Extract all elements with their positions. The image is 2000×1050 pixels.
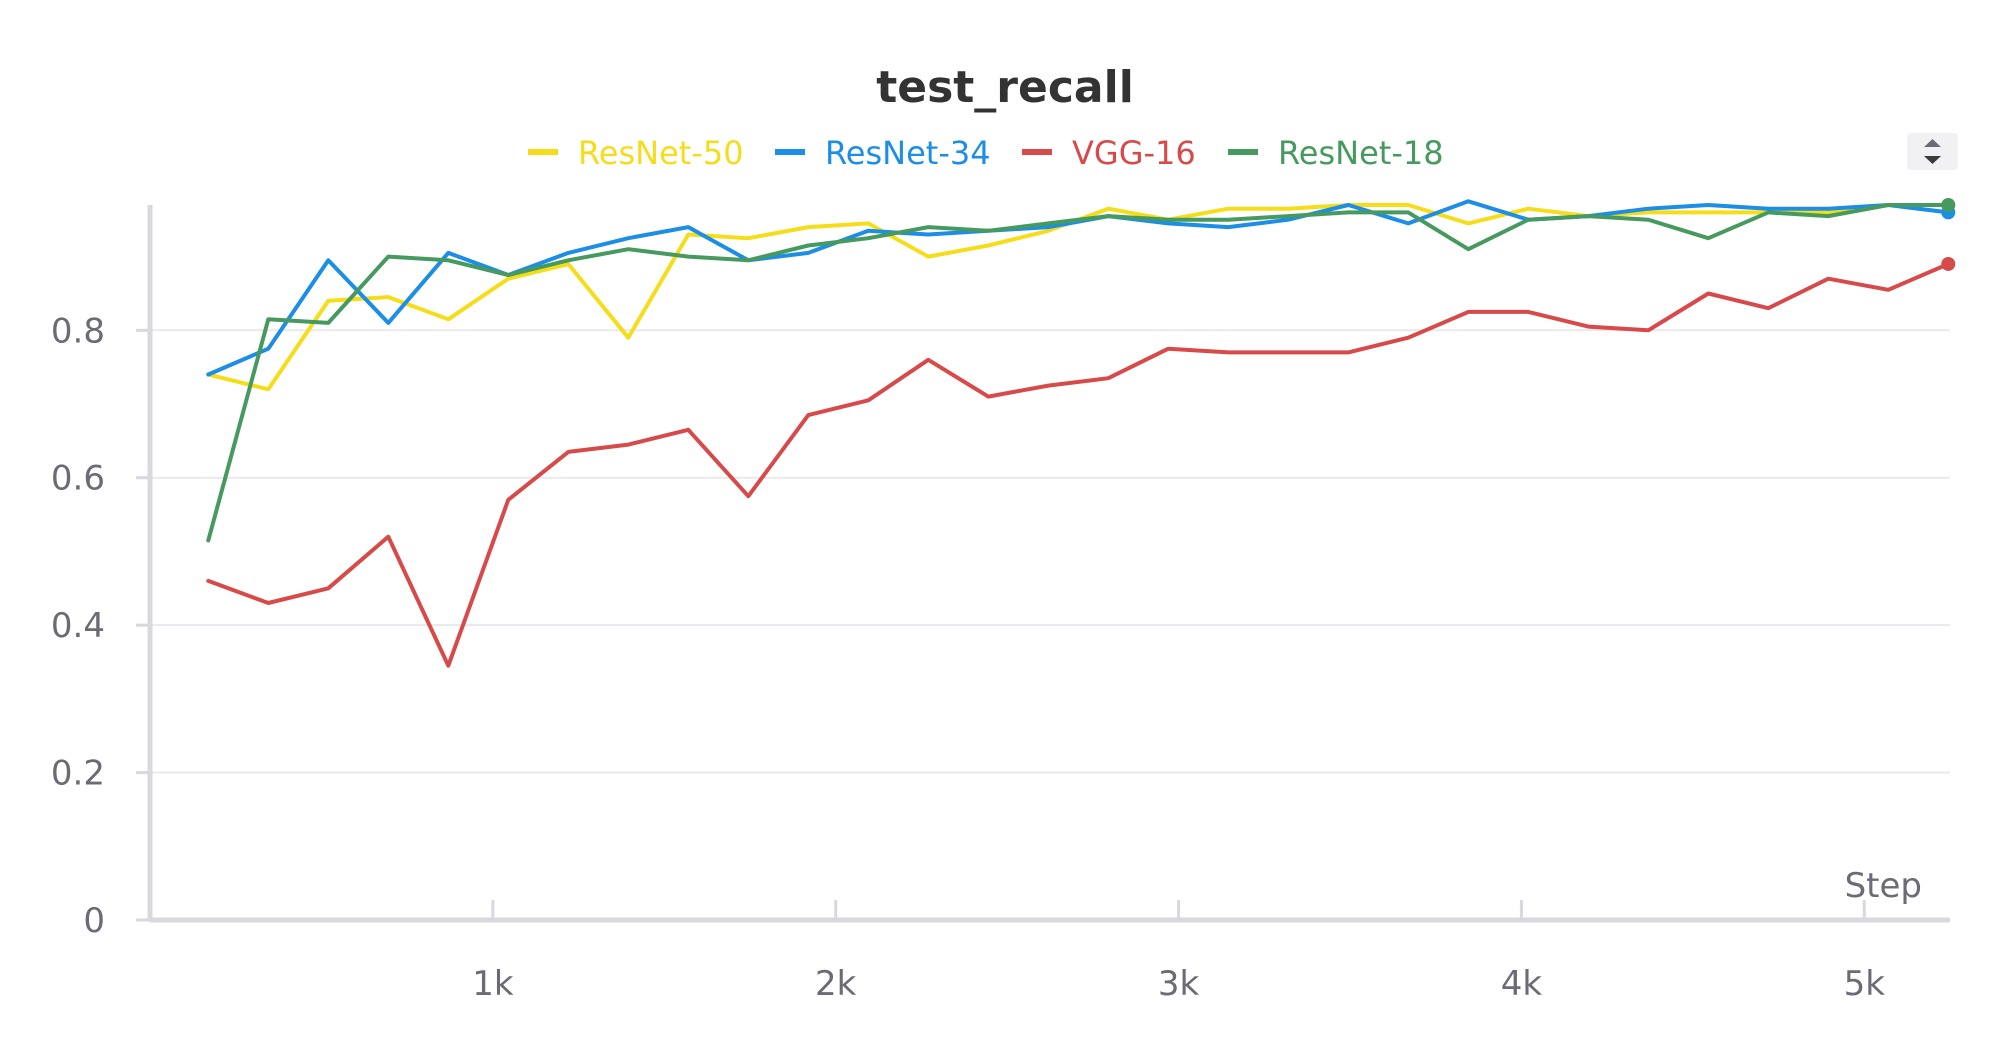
legend-item-vgg-16[interactable]: VGG-16	[1022, 134, 1196, 172]
y-tick-label: 0.8	[51, 311, 105, 351]
legend-label: VGG-16	[1072, 134, 1196, 172]
y-tick-label: 0.6	[51, 459, 105, 499]
legend-item-resnet-18[interactable]: ResNet-18	[1228, 134, 1444, 172]
legend-label: ResNet-18	[1278, 134, 1444, 172]
chart-title: test_recall	[876, 62, 1134, 113]
series-end-point-vgg-16[interactable]	[1941, 256, 1956, 271]
legend-item-resnet-34[interactable]: ResNet-34	[775, 134, 991, 172]
series-line-vgg-16[interactable]	[206, 262, 1951, 668]
series-group	[206, 198, 1956, 668]
y-tick-label: 0.2	[51, 754, 105, 794]
x-tick-label: 1k	[472, 964, 514, 1004]
legend-scroll-control[interactable]	[1907, 133, 1958, 170]
legend-item-resnet-50[interactable]: ResNet-50	[528, 134, 744, 172]
x-tick-label: 4k	[1501, 964, 1543, 1004]
chevron-up-icon	[1924, 139, 1941, 147]
y-tick-label: 0.4	[51, 606, 105, 646]
x-tick-label: 5k	[1844, 964, 1886, 1004]
legend-label: ResNet-50	[578, 134, 744, 172]
y-axis-ticks: 0 0.2 0.4 0.6 0.8	[51, 311, 150, 941]
x-tick-label: 2k	[815, 964, 857, 1004]
series-line-resnet-18[interactable]	[206, 203, 1951, 543]
series-end-point-resnet-18[interactable]	[1941, 198, 1956, 212]
chevron-down-icon	[1924, 156, 1941, 164]
series-line-resnet-34[interactable]	[206, 199, 1951, 377]
legend-label: ResNet-34	[825, 134, 991, 172]
legend-scroll-button[interactable]	[1907, 133, 1958, 170]
x-tick-label: 3k	[1158, 964, 1200, 1004]
axes	[147, 205, 1950, 923]
x-axis-ticks: 1k 2k 3k 4k 5k	[472, 900, 1885, 1004]
grid	[150, 329, 1950, 774]
legend[interactable]: ResNet-50 ResNet-34 VGG-16 ResNet-18	[528, 134, 1444, 172]
x-axis-title: Step	[1845, 866, 1922, 906]
y-tick-label: 0	[83, 901, 105, 941]
